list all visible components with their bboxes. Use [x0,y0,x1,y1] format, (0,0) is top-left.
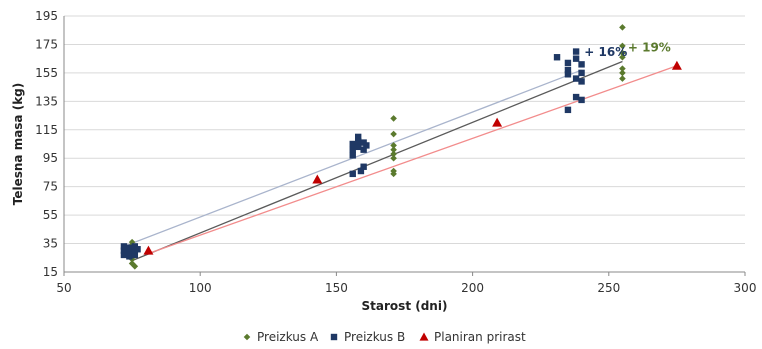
annotation-label: + 19% [628,41,671,55]
data-point-preizkus-b [578,96,585,104]
data-point-preizkus-a [619,53,626,61]
data-point-preizkus-b [360,146,367,153]
data-point-preizkus-b [349,140,356,148]
y-tick-label-55: 55 [43,208,58,222]
x-tick-label-100: 100 [189,281,212,295]
data-point-preizkus-a [390,130,397,138]
legend-marker-diamond [243,333,251,341]
data-point-preizkus-a [619,69,626,77]
y-axis-ticks: 15 35 55 75 95 115 135 155 175 195 [35,9,58,279]
data-points [120,24,682,270]
annotation-label: + 16% [584,45,627,59]
trendline-preizkus-a [131,60,623,262]
data-point-preizkus-b [126,244,133,252]
x-tick-label-150: 150 [325,281,348,295]
data-point-preizkus-b [354,143,362,151]
y-tick-label-135: 135 [35,94,58,108]
data-point-preizkus-b [120,247,128,254]
data-point-preizkus-a [619,65,626,72]
legend: Preizkus A Preizkus B Planiran prirast [243,330,526,344]
y-tick-label-175: 175 [35,37,58,51]
legend-item-preizkus-b: Preizkus B [330,330,405,344]
data-point-preizkus-a [390,150,397,158]
data-point-preizkus-b [357,167,365,175]
x-tick-label-50: 50 [56,281,71,295]
y-tick-label-75: 75 [43,180,58,194]
legend-item-preizkus-a: Preizkus A [243,330,319,344]
y-tick-label-195: 195 [35,9,58,23]
data-point-preizkus-b [572,93,580,101]
data-point-preizkus-a [619,24,626,31]
data-point-preizkus-b [572,75,580,82]
data-point-preizkus-b [564,59,572,67]
grid-lines [64,15,745,245]
data-point-preizkus-a [131,263,139,270]
data-point-preizkus-b [349,146,356,153]
data-point-preizkus-b [578,78,585,85]
annotations: + 16% + 19% [584,41,671,59]
data-point-preizkus-b [120,243,128,250]
data-point-preizkus-b [131,251,139,259]
y-axis-title: Telesna masa (kg) [11,83,25,206]
data-point-preizkus-b [360,163,367,170]
x-tick-label-250: 250 [597,281,620,295]
x-tick-label-300: 300 [734,281,757,295]
trendline-planiran-prirast [148,65,678,255]
data-point-preizkus-a [390,115,397,122]
y-tick-label-115: 115 [35,123,58,137]
x-axis-title: Starost (dni) [362,299,448,313]
data-point-planiran-prirast [671,60,682,70]
trendlines [123,60,678,262]
data-point-preizkus-b [354,133,362,141]
x-tick-label-200: 200 [461,281,484,295]
legend-marker-triangle [419,332,429,341]
data-point-preizkus-b [120,251,128,259]
y-tick-label-155: 155 [35,66,58,80]
legend-label-preizkus-b: Preizkus B [344,330,405,344]
data-point-preizkus-b [363,142,370,149]
data-point-preizkus-b [564,66,572,74]
x-axis-ticks: 50 100 150 200 250 300 [56,272,756,295]
data-point-preizkus-a [390,142,397,149]
legend-marker-square [330,333,338,341]
data-point-preizkus-a [390,146,397,153]
data-point-preizkus-b [126,253,133,260]
data-point-preizkus-b [349,152,356,159]
data-point-preizkus-b [349,170,356,178]
data-point-preizkus-b [354,137,362,145]
data-point-preizkus-a [390,154,397,162]
data-point-preizkus-b [126,248,133,256]
data-point-preizkus-b [578,69,585,77]
data-point-planiran-prirast [143,245,154,255]
data-point-preizkus-a [619,42,626,50]
data-point-preizkus-b [564,106,572,114]
data-point-preizkus-a [619,75,626,82]
data-point-preizkus-a [619,49,626,57]
data-point-preizkus-b [564,71,572,78]
data-point-planiran-prirast [312,174,323,184]
legend-label-planiran-prirast: Planiran prirast [434,330,526,344]
y-tick-label-15: 15 [43,265,58,279]
legend-item-planiran-prirast: Planiran prirast [419,330,526,344]
data-point-preizkus-a [390,167,397,175]
data-point-preizkus-b [134,246,141,253]
y-tick-label-95: 95 [43,151,58,165]
data-point-preizkus-b [572,55,580,62]
legend-label-preizkus-a: Preizkus A [257,330,319,344]
data-point-preizkus-b [578,61,585,68]
data-point-preizkus-b [572,48,580,55]
y-tick-label-35: 35 [43,237,58,251]
data-point-planiran-prirast [492,117,503,127]
data-point-preizkus-b [553,54,561,61]
